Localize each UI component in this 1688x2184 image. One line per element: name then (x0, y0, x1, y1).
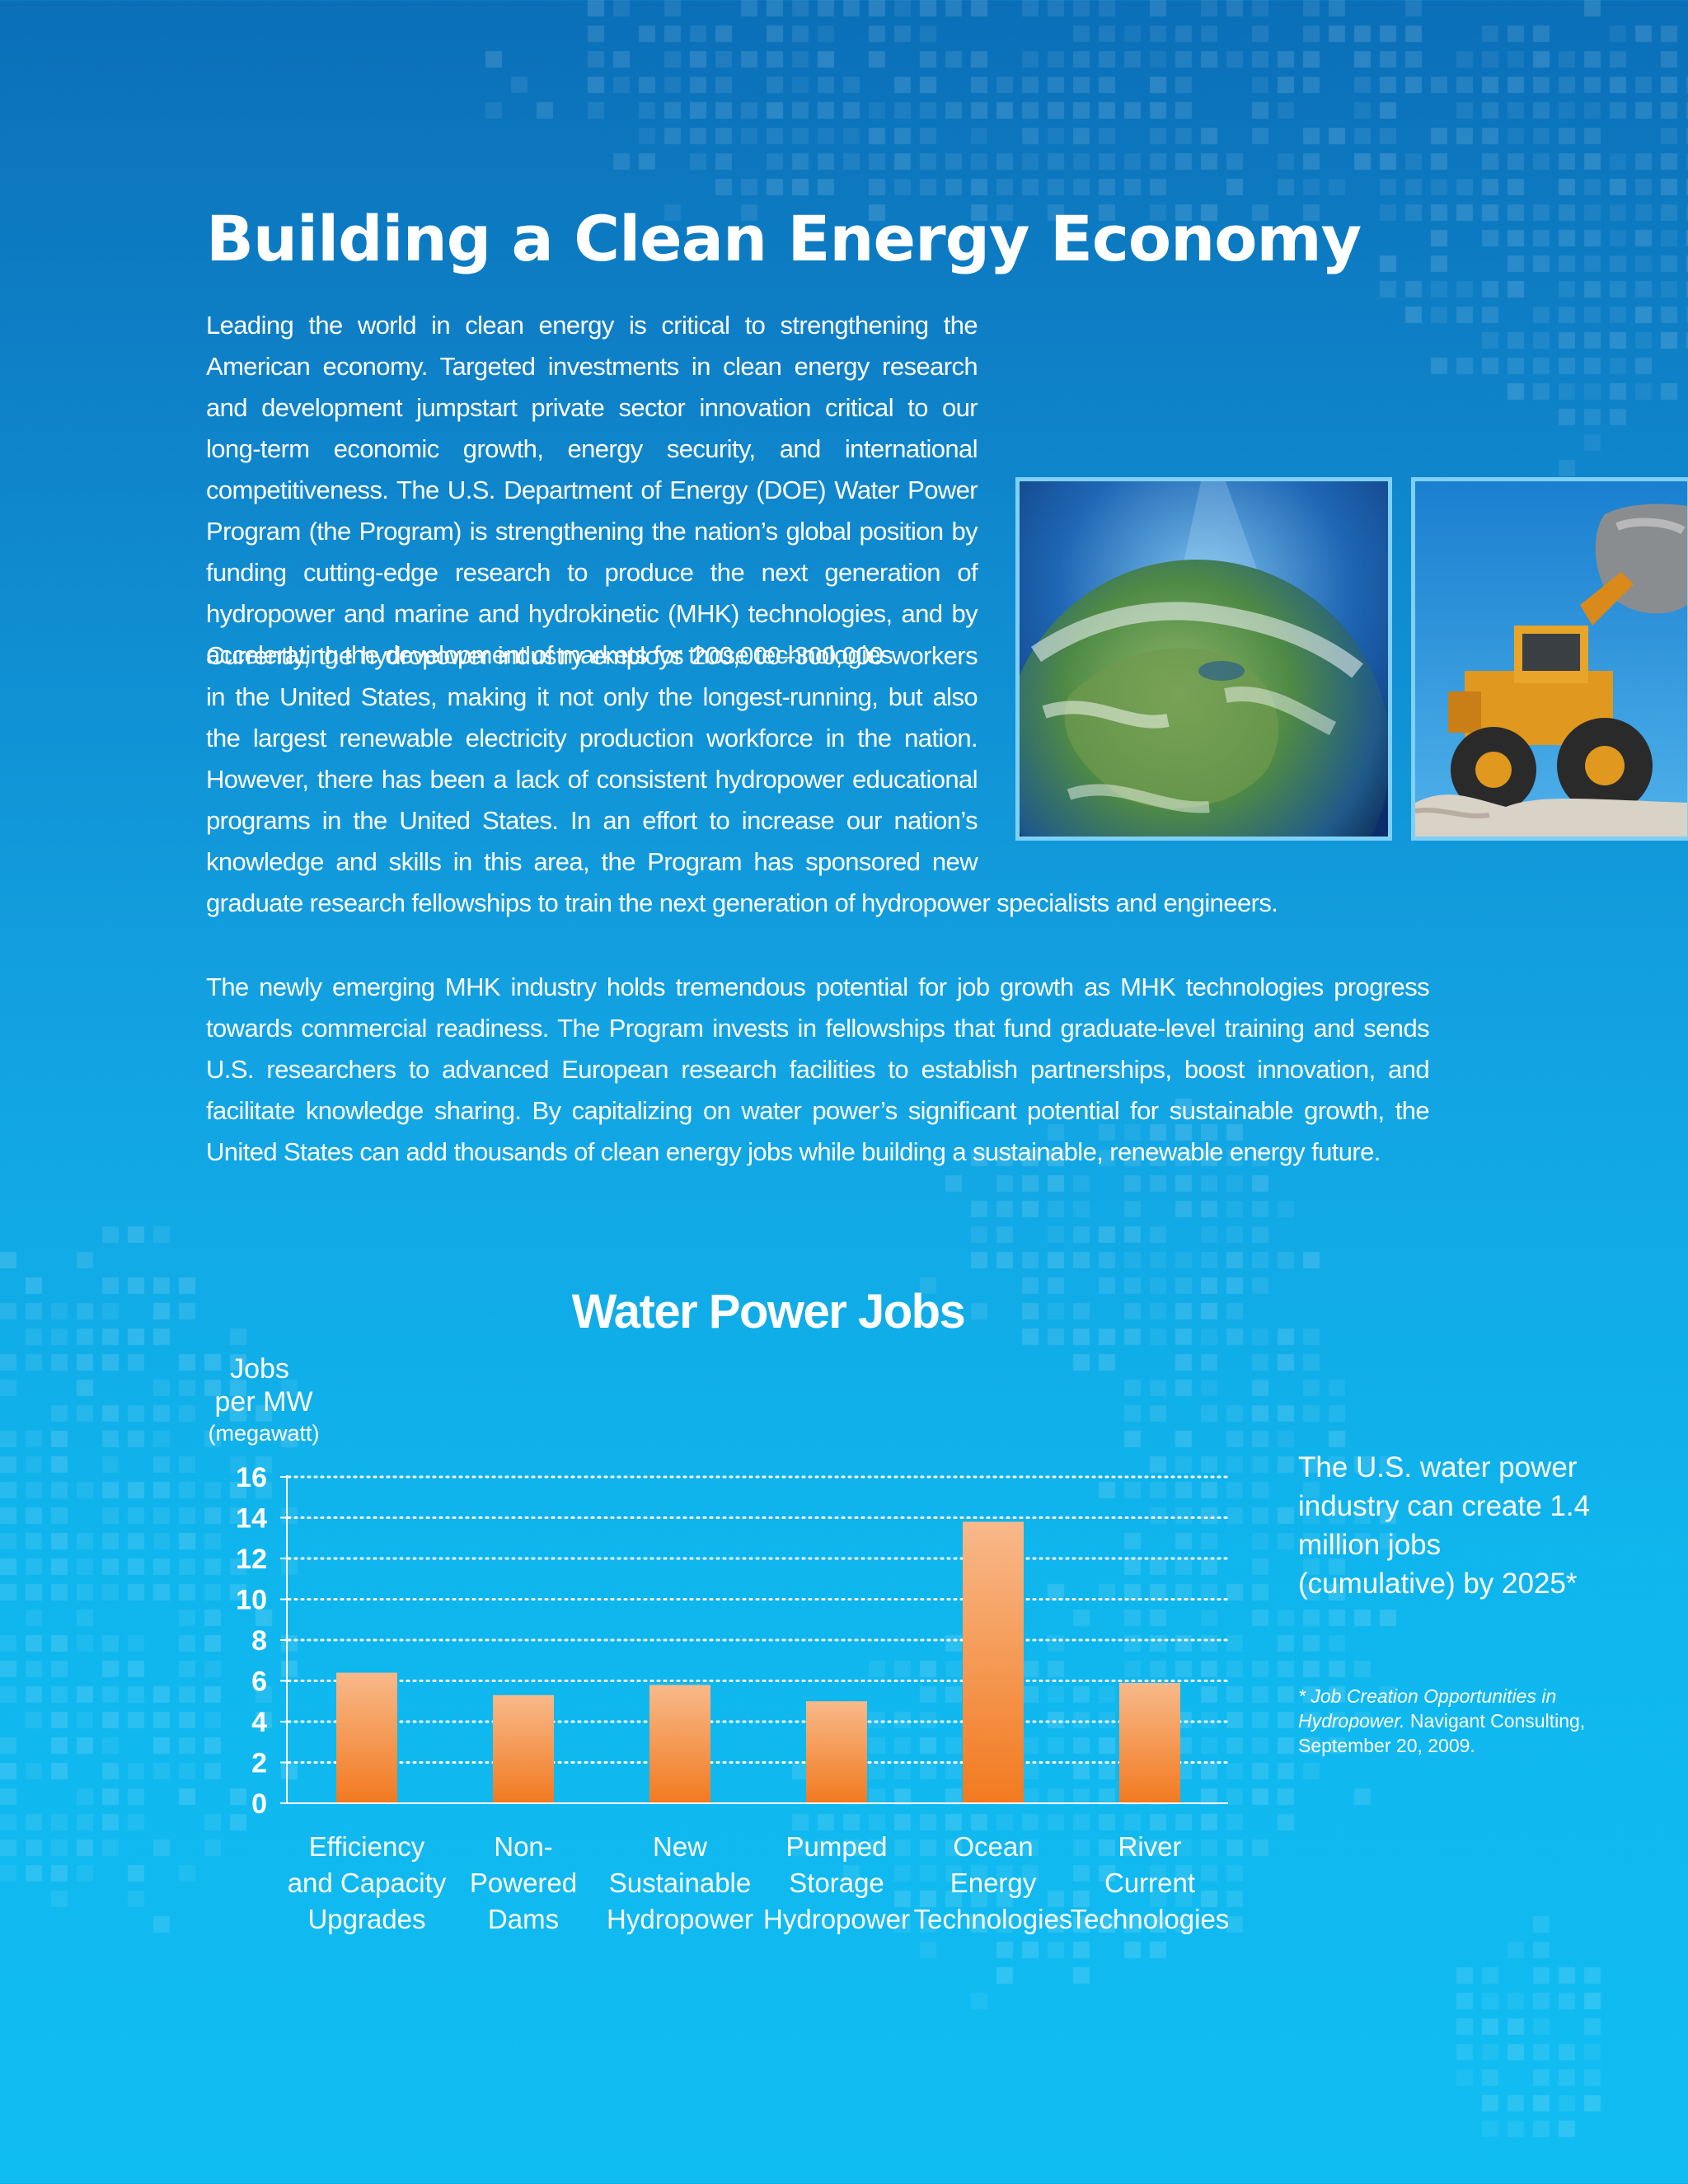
wheel-loader-photo (1411, 477, 1688, 841)
y-tick-label: 10 (236, 1585, 267, 1616)
y-axis-unit-label: (megawatt) (208, 1421, 319, 1446)
y-tick-label: 2 (251, 1748, 267, 1779)
category-label: New (653, 1831, 707, 1862)
bars (336, 1521, 1180, 1803)
category-label: Powered (470, 1868, 577, 1898)
y-tick-label: 0 (251, 1788, 267, 1820)
category-label: Dams (488, 1904, 559, 1934)
y-tick-labels: 0 2 4 6 8 10 12 14 16 (236, 1462, 288, 1820)
category-label: Non- (494, 1831, 553, 1862)
y-tick-label: 4 (251, 1707, 267, 1738)
wheel-loader-image (1415, 481, 1687, 837)
y-tick-label: 12 (236, 1544, 267, 1575)
source-footnote: * Job Creation Opportunities in Hydropow… (1298, 1684, 1595, 1758)
y-tick-label: 14 (236, 1503, 267, 1535)
page-title: Building a Clean Energy Economy (206, 202, 1362, 275)
category-label: Sustainable (609, 1868, 751, 1898)
intro-paragraph: Leading the world in clean energy is cri… (206, 305, 1429, 676)
category-label: and Capacity (288, 1868, 447, 1898)
category-label: River (1118, 1831, 1181, 1862)
category-label: Energy (950, 1868, 1037, 1898)
category-label: Storage (789, 1868, 884, 1898)
jobs-per-mw-bar-chart: Jobs per MW (megawatt) 0 2 4 6 8 10 12 14 16 Eff… (208, 1353, 1230, 1934)
category-label: Pumped (786, 1831, 888, 1862)
category-label: Upgrades (307, 1904, 425, 1934)
earth-from-space-photo (1015, 477, 1392, 841)
workforce-paragraph: Currently, the hydropower industry emplo… (206, 635, 1429, 924)
bar (963, 1521, 1024, 1803)
bar (649, 1685, 710, 1803)
source-title: * Job Creation Opportunities in Hydropow… (1298, 1685, 1557, 1732)
earth-image (1020, 481, 1388, 837)
mhk-paragraph: The newly emerging MHK industry holds tr… (206, 972, 1430, 1166)
workforce-paragraph-text: Currently, the hydropower industry emplo… (206, 641, 1278, 917)
bar (336, 1672, 397, 1803)
category-labels: Efficiency and Capacity Upgrades Non- Powere… (288, 1831, 1230, 1934)
category-label: Technologies (1071, 1904, 1230, 1934)
jobs-projection-note: The U.S. water power industry can create… (1298, 1451, 1591, 1600)
y-axis-label-line-1: Jobs (230, 1353, 289, 1385)
category-label: Ocean (953, 1831, 1033, 1862)
source-details: Navigant Consulting, September 20, 2009. (1298, 1710, 1586, 1756)
category-label: Hydropower (607, 1904, 753, 1934)
category-label: Technologies (914, 1904, 1073, 1934)
y-axis-label-line-2: per MW (215, 1386, 313, 1418)
category-label: Hydropower (763, 1904, 910, 1934)
intro-paragraph-text: Leading the world in clean energy is cri… (206, 311, 978, 669)
bar (1119, 1682, 1180, 1803)
gridlines (287, 1475, 1230, 1764)
bar (493, 1694, 554, 1803)
category-label: Efficiency (309, 1831, 425, 1862)
category-label: Current (1104, 1868, 1195, 1898)
y-tick-label: 8 (251, 1625, 267, 1657)
y-tick-label: 6 (251, 1666, 267, 1698)
bar (806, 1701, 867, 1803)
y-tick-label: 16 (236, 1462, 267, 1493)
chart-title: Water Power Jobs (571, 1285, 966, 1338)
